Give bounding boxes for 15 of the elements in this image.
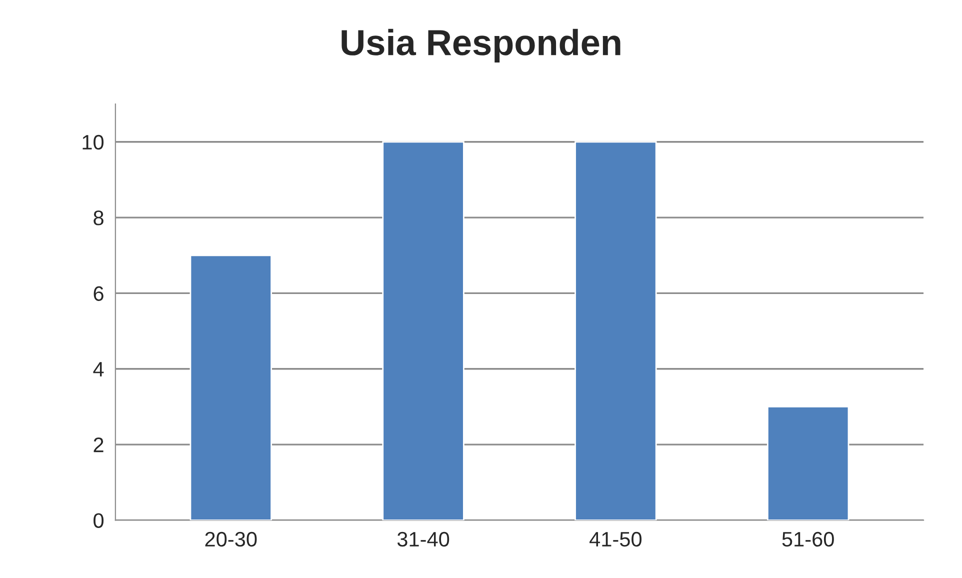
y-tick-label: 0 [94,513,104,528]
y-tick-label: 10 [82,134,104,150]
bar [190,254,272,520]
bar [382,141,464,520]
x-tick-label: 41-50 [590,532,642,547]
x-tick-label: 20-30 [205,532,257,547]
y-tick-label: 4 [93,362,104,376]
bar [766,406,850,520]
bar [574,141,657,520]
y-tick-label: 6 [94,286,104,301]
y-tick-label: 2 [94,438,104,452]
y-tick-label: 8 [94,210,104,226]
chart-title: Usia Responden [342,28,620,63]
x-tick-label: 51-60 [782,532,834,547]
x-tick-label: 31-40 [397,532,450,547]
